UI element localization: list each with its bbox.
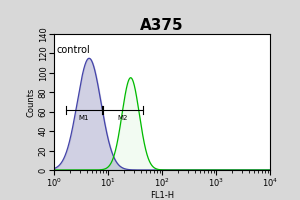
Y-axis label: Counts: Counts <box>27 87 36 117</box>
Title: A375: A375 <box>140 18 184 33</box>
Text: M2: M2 <box>118 115 128 121</box>
Text: control: control <box>57 45 91 55</box>
Text: M1: M1 <box>79 115 89 121</box>
X-axis label: FL1-H: FL1-H <box>150 191 174 200</box>
